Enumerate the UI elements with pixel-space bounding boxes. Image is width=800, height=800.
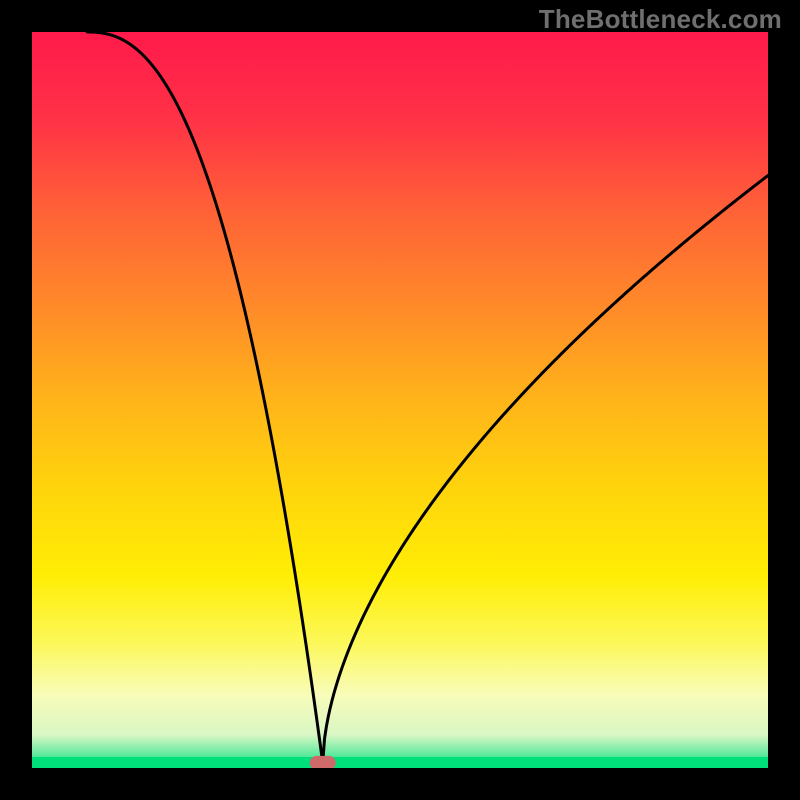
chart-container: TheBottleneck.com (0, 0, 800, 800)
gradient-background (32, 32, 768, 768)
plot-area (32, 32, 768, 768)
dip-marker (310, 756, 336, 768)
green-strip (32, 757, 768, 768)
watermark-text: TheBottleneck.com (539, 4, 782, 35)
plot-svg (32, 32, 768, 768)
